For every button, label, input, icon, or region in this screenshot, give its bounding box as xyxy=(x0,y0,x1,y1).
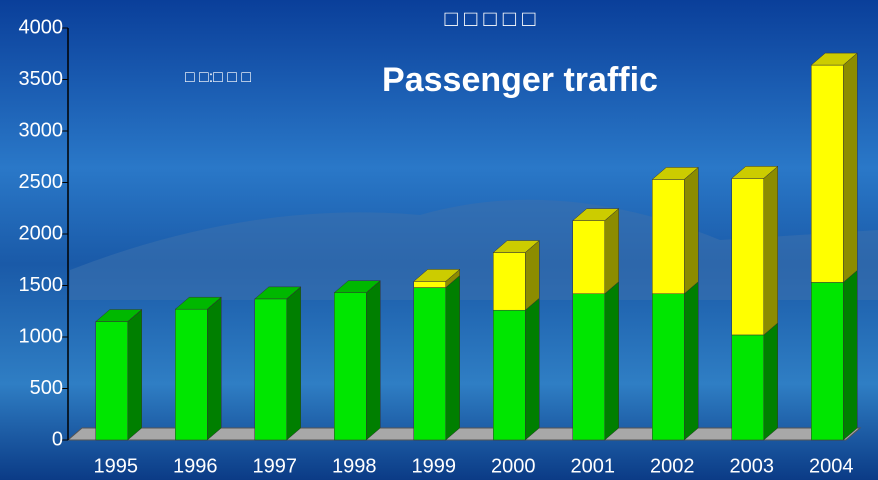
bar-side xyxy=(684,282,698,440)
y-tick-label: 0 xyxy=(52,428,63,450)
bar xyxy=(732,335,764,440)
y-tick-label: 1500 xyxy=(19,274,64,296)
y-tick-label: 4000 xyxy=(19,16,64,38)
y-tick-label: 500 xyxy=(30,377,63,399)
unit-label: □ □:□ □ □ xyxy=(185,69,251,86)
y-tick-label: 2500 xyxy=(19,171,64,193)
x-tick-label: 2000 xyxy=(491,455,536,477)
y-tick-label: 3000 xyxy=(19,119,64,141)
bar xyxy=(493,253,525,311)
x-tick-label: 2004 xyxy=(809,455,854,477)
y-tick-label: 2000 xyxy=(19,222,64,244)
bar xyxy=(573,221,605,294)
x-tick-label: 2003 xyxy=(730,455,775,477)
bar xyxy=(414,288,446,440)
y-tick-label: 1000 xyxy=(19,325,64,347)
bar-side xyxy=(128,310,142,440)
x-tick-label: 1996 xyxy=(173,455,218,477)
bar xyxy=(96,322,128,440)
bar-side xyxy=(843,270,857,440)
bar-side xyxy=(207,297,221,440)
bar xyxy=(652,294,684,440)
subtitle: □ □ □ □ □ xyxy=(445,6,536,31)
bar xyxy=(175,309,207,440)
chart: □ □ □ □ □ □ □:□ □ □ Passenger traffic 0 5… xyxy=(0,0,878,480)
chart-title: Passenger traffic xyxy=(382,61,658,99)
bar-side xyxy=(287,287,301,440)
x-tick-label: 2001 xyxy=(571,455,616,477)
bar-side xyxy=(843,53,857,282)
bar xyxy=(414,281,446,287)
y-tick-label: 3500 xyxy=(19,68,64,90)
bar-side xyxy=(446,276,460,440)
bar xyxy=(652,179,684,293)
bar-side xyxy=(764,166,778,335)
bar xyxy=(811,65,843,282)
bar xyxy=(334,293,366,440)
bar xyxy=(811,282,843,440)
x-tick-label: 2002 xyxy=(650,455,695,477)
bar-side xyxy=(605,282,619,440)
x-tick-label: 1995 xyxy=(94,455,139,477)
x-tick-label: 1997 xyxy=(253,455,298,477)
bar xyxy=(732,178,764,335)
bar-side xyxy=(366,281,380,440)
bar xyxy=(255,299,287,440)
bar xyxy=(493,310,525,440)
bar-side xyxy=(764,323,778,440)
x-tick-label: 1998 xyxy=(332,455,377,477)
bar-side xyxy=(605,209,619,294)
bar-side xyxy=(525,298,539,440)
x-tick-label: 1999 xyxy=(412,455,457,477)
bar-side xyxy=(684,167,698,293)
bar xyxy=(573,294,605,440)
